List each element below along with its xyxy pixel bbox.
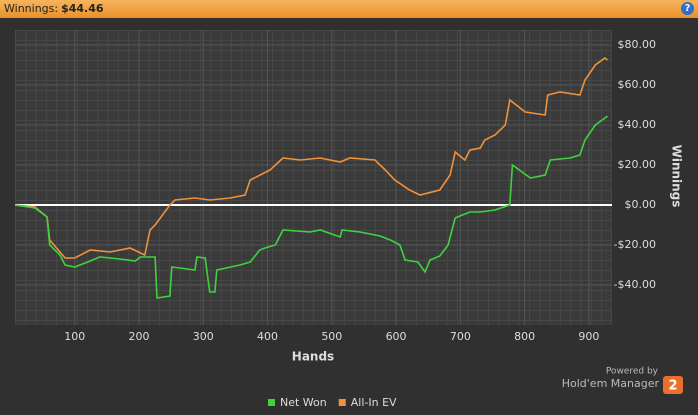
- x-tick-label: 200: [129, 330, 150, 343]
- y-tick-label: $40.00: [618, 118, 657, 131]
- x-tick-label: 900: [578, 330, 599, 343]
- y-axis-label: Winnings: [670, 145, 684, 208]
- legend-label: All-In EV: [351, 396, 397, 409]
- series-line: [14, 115, 608, 299]
- header-text: Winnings: $44.46: [4, 0, 104, 18]
- legend-label: Net Won: [280, 396, 327, 409]
- minor-grid: [15, 30, 612, 325]
- x-tick-label: 400: [257, 330, 278, 343]
- brand-version: 2: [668, 379, 677, 394]
- y-tick-label: $20.00: [618, 158, 657, 171]
- x-axis-label: Hands: [292, 350, 334, 364]
- x-tick-label: 600: [386, 330, 407, 343]
- y-tick-label: -$20.00: [614, 238, 656, 251]
- series-line: [14, 57, 608, 259]
- powered-by: Powered by: [606, 367, 659, 377]
- legend-swatch: [338, 399, 346, 406]
- x-tick-label: 100: [64, 330, 85, 343]
- brand-name: Hold'em Manager: [562, 377, 660, 390]
- legend-swatch: [268, 399, 275, 406]
- header-bar: Winnings: $44.46 ?: [0, 0, 698, 18]
- brand-logo: [663, 376, 683, 394]
- header-value: $44.46: [61, 2, 104, 15]
- chart: Hands Winnings Powered by Hold'em Manage…: [14, 30, 684, 409]
- header-label: Winnings:: [4, 2, 59, 15]
- y-tick-label: $60.00: [618, 78, 657, 91]
- x-tick-label: 300: [193, 330, 214, 343]
- y-tick-label: $0.00: [625, 198, 657, 211]
- help-button[interactable]: ?: [681, 2, 694, 15]
- x-tick-label: 700: [450, 330, 471, 343]
- x-tick-label: 800: [514, 330, 535, 343]
- y-tick-label: -$40.00: [614, 278, 656, 291]
- x-tick-label: 500: [321, 330, 342, 343]
- y-tick-label: $80.00: [618, 38, 657, 51]
